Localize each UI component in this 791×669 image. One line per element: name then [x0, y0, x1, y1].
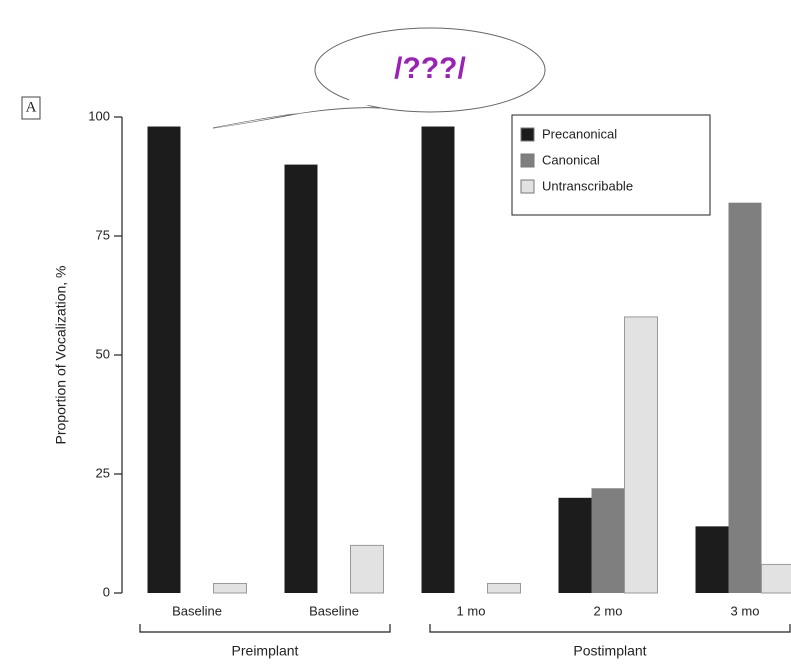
y-tick-label: 25: [96, 465, 110, 480]
page: {"chart_data": {"type": "bar", "panel_la…: [0, 0, 791, 669]
x-tick-label: Baseline: [309, 603, 359, 618]
y-axis-label: Proportion of Vocalization, %: [53, 266, 69, 445]
x-tick-label: Baseline: [172, 603, 222, 618]
legend-swatch: [521, 128, 534, 141]
bar: [422, 127, 455, 593]
legend-swatch: [521, 180, 534, 193]
bar: [148, 127, 181, 593]
bar: [214, 583, 247, 593]
bar: [625, 317, 658, 593]
bar: [559, 498, 592, 593]
y-tick-label: 0: [103, 584, 110, 599]
x-tick-label: 1 mo: [457, 603, 486, 618]
x-tick-label: 2 mo: [594, 603, 623, 618]
bar: [592, 488, 625, 593]
y-tick-label: 75: [96, 227, 110, 242]
legend-label: Canonical: [542, 152, 600, 167]
panel-label: A: [26, 99, 37, 115]
legend-swatch: [521, 154, 534, 167]
legend-label: Untranscribable: [542, 178, 633, 193]
group-label: Preimplant: [232, 643, 299, 659]
group-bracket: [430, 624, 790, 632]
group-label: Postimplant: [573, 643, 646, 659]
annotation: /???/: [394, 52, 466, 85]
legend-label: Precanonical: [542, 126, 617, 141]
bar: [285, 165, 318, 593]
bar: [488, 583, 521, 593]
bar: [729, 203, 762, 593]
bar: [696, 526, 729, 593]
bar: [351, 545, 384, 593]
bar: [762, 564, 791, 593]
y-tick-label: 100: [88, 108, 110, 123]
chart: /???/ A Proportion of Vocalization, % 0 2…: [0, 0, 791, 669]
y-tick-label: 50: [96, 346, 110, 361]
x-tick-label: 3 mo: [731, 603, 760, 618]
group-bracket: [140, 624, 390, 632]
